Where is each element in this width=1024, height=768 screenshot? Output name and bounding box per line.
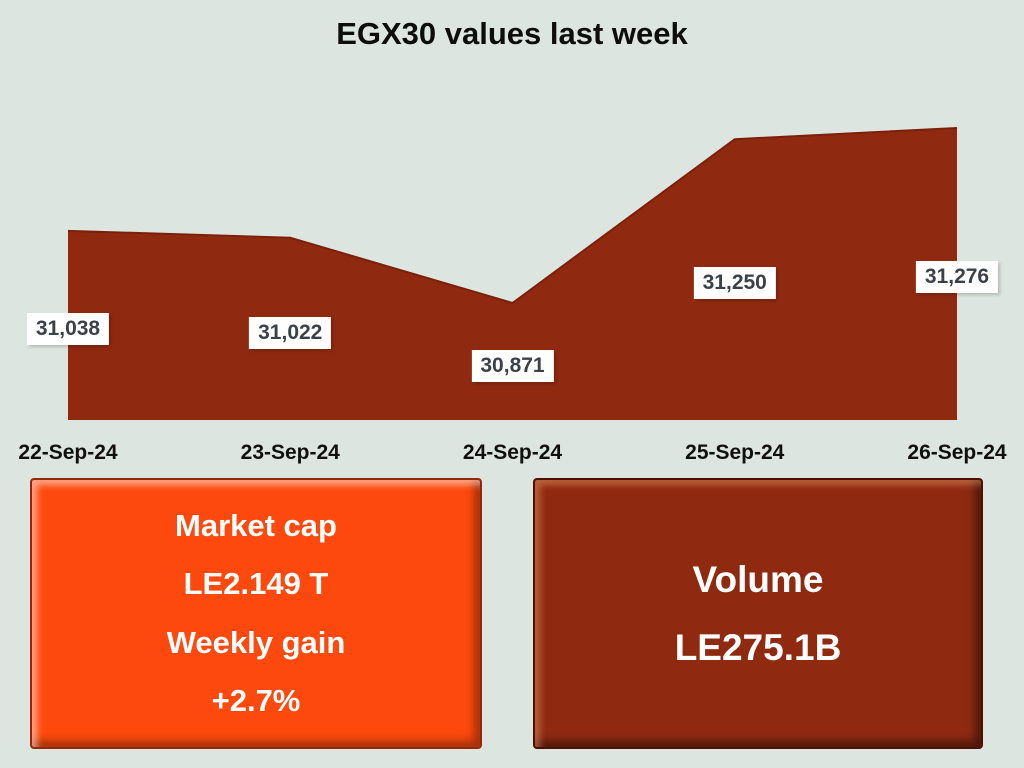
value-label: 31,038 <box>26 313 110 345</box>
x-axis-date: 22-Sep-24 <box>18 441 118 464</box>
value-label: 31,022 <box>249 317 332 349</box>
volume-card: Volume LE275.1B <box>533 478 983 749</box>
chart-title: EGX30 values last week <box>336 16 688 51</box>
x-axis-date: 25-Sep-24 <box>685 441 785 464</box>
area-series-edge <box>67 127 958 305</box>
value-label: 31,250 <box>693 267 776 299</box>
area-chart-canvas <box>67 127 958 420</box>
x-axis-date: 24-Sep-24 <box>462 441 563 464</box>
volume-title: Volume <box>692 558 824 600</box>
value-label: 31,276 <box>915 261 999 293</box>
value-label: 30,871 <box>471 350 554 382</box>
x-axis-date: 26-Sep-24 <box>907 441 1007 464</box>
volume-value: LE275.1B <box>674 626 842 668</box>
weekly-gain-title: Weekly gain <box>166 624 346 660</box>
market-cap-value: LE2.149 T <box>183 566 329 602</box>
weekly-gain-value: +2.7% <box>211 682 301 718</box>
market-cap-title: Market cap <box>175 508 337 544</box>
market-cap-card: Market cap LE2.149 T Weekly gain +2.7% <box>30 478 482 749</box>
x-axis-date: 23-Sep-24 <box>240 441 340 464</box>
egx30-area-chart: 31,038 31,022 30,871 31,250 31,276 22-Se… <box>18 127 1007 464</box>
